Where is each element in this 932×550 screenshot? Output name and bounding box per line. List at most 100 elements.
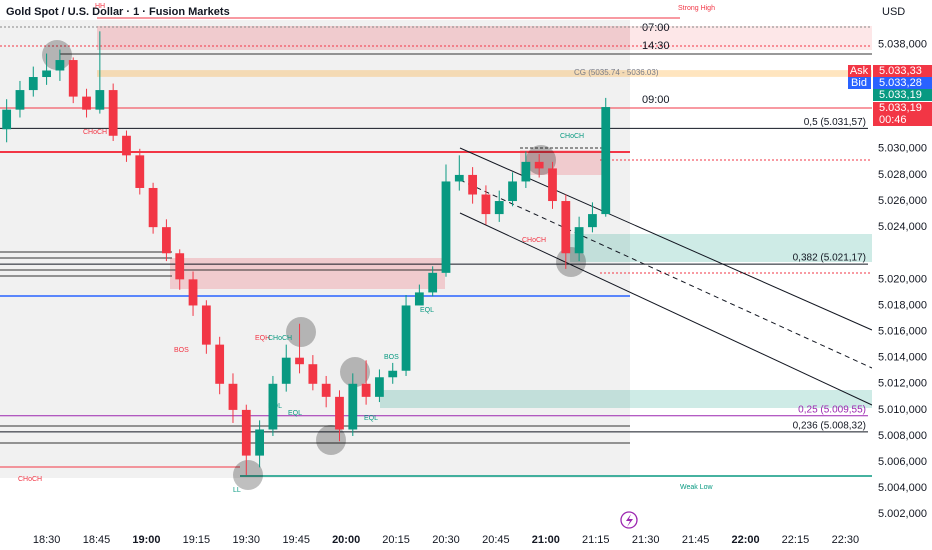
x-tick-label: 20:30 (432, 534, 460, 546)
candle-body (494, 201, 504, 215)
structure-label: LL (233, 487, 241, 494)
x-tick-label: 21:15 (582, 534, 610, 546)
x-tick-label: 20:45 (482, 534, 510, 546)
y-tick-label: 5.006,000 (878, 456, 927, 468)
x-tick-label: 20:15 (382, 534, 410, 546)
candle-body (95, 90, 105, 110)
price-tag-label: 5.033,19 (879, 102, 922, 114)
price-tag (873, 65, 932, 77)
x-tick-label: 21:45 (682, 534, 710, 546)
price-tag (873, 89, 932, 101)
x-tick-label: 19:45 (282, 534, 310, 546)
channel-mid (459, 179, 873, 369)
marker-circle (340, 357, 370, 387)
marker-circle (233, 460, 263, 490)
y-tick-label: 5.008,000 (878, 430, 927, 442)
fib-label: 0,382 (5.021,17) (793, 253, 866, 264)
price-tag-name: Ask (850, 65, 869, 77)
structure-label: CHoCH (522, 237, 546, 244)
candle-body (215, 344, 225, 384)
candle-body (241, 409, 251, 456)
price-tag-name-bg (848, 65, 871, 77)
candle-body (401, 305, 411, 371)
candle-body (414, 292, 424, 306)
candle-body (255, 429, 264, 456)
y-tick-label: 5.016,000 (878, 325, 927, 337)
x-tick-label: 18:45 (83, 534, 111, 546)
candle-body (348, 383, 358, 430)
structure-label: CHoCH (83, 129, 107, 136)
price-tag-label: 5.033,19 (879, 89, 922, 101)
candle-body (295, 357, 304, 365)
marker-circle (286, 317, 316, 347)
channel-lower (459, 212, 873, 406)
candle-body (321, 383, 331, 397)
structure-label: EQL (420, 307, 434, 314)
candle-body (508, 181, 517, 202)
demand-zone (570, 234, 872, 262)
y-tick-label: 5.020,000 (878, 273, 927, 285)
candle-body (481, 194, 491, 215)
x-tick-label: 19:30 (233, 534, 261, 546)
flash-icon[interactable] (620, 511, 638, 529)
x-tick-label: 18:30 (33, 534, 61, 546)
price-tag (873, 102, 932, 114)
y-tick-label: 5.012,000 (878, 378, 927, 390)
structure-label: EQH (255, 335, 270, 342)
candle-body (361, 383, 371, 397)
candle-body (135, 155, 145, 188)
x-tick-label: 20:00 (332, 534, 360, 546)
cg-band (97, 70, 872, 77)
session-label: 09:00 (642, 94, 670, 106)
candle-body (468, 174, 478, 195)
structure-label: BOS (384, 354, 399, 361)
countdown: 00:46 (879, 114, 907, 126)
fib-label: 0,25 (5.009,55) (798, 404, 866, 415)
candle-body (281, 357, 291, 384)
candle-body (68, 60, 78, 97)
x-tick-label: 21:30 (632, 534, 660, 546)
y-tick-label: 5.004,000 (878, 482, 927, 494)
supply-zone-ext (630, 26, 872, 50)
x-tick-label: 19:15 (183, 534, 211, 546)
y-tick-label: 5.010,000 (878, 404, 927, 416)
x-tick-label: 21:00 (532, 534, 560, 546)
y-tick-label: 5.014,000 (878, 352, 927, 364)
fib-label: 0,236 (5.008,32) (793, 420, 866, 431)
x-tick-label: 22:00 (731, 534, 759, 546)
x-tick-label: 22:30 (832, 534, 860, 546)
candle-body (574, 227, 584, 254)
countdown-bg (873, 114, 932, 126)
currency[interactable]: USD (882, 6, 905, 18)
candle-body (15, 90, 25, 110)
marker-circle (42, 40, 72, 70)
candle-body (55, 60, 65, 71)
candle-body (162, 227, 171, 254)
candle-body (122, 135, 131, 156)
session-label: 07:00 (642, 22, 670, 34)
flash-icon-bolt (626, 514, 633, 527)
candles (2, 31, 611, 476)
cg-label: CG (5035.74 - 5036.03) (574, 68, 659, 77)
structure-label: BOS (174, 347, 189, 354)
candle-body (521, 161, 531, 182)
candle-body (388, 370, 398, 378)
structure-label: EQL (364, 415, 378, 422)
candle-body (335, 396, 344, 430)
candle-body (601, 107, 611, 215)
price-tag (873, 77, 932, 89)
drawings (0, 17, 873, 490)
candle-body (228, 383, 238, 410)
structure-label: CHoCH (268, 335, 292, 342)
candle-body (201, 305, 211, 345)
price-tag-name: Bid (851, 77, 867, 89)
candle-body (188, 279, 198, 306)
candle-body (548, 168, 557, 202)
candle-body (375, 377, 384, 397)
candle-body (588, 214, 597, 228)
x-tick-label: 22:15 (782, 534, 810, 546)
price-tag-label: 5.033,33 (879, 65, 922, 77)
y-tick-label: 5.026,000 (878, 195, 927, 207)
candle-body (28, 77, 38, 91)
candle-body (428, 272, 438, 293)
